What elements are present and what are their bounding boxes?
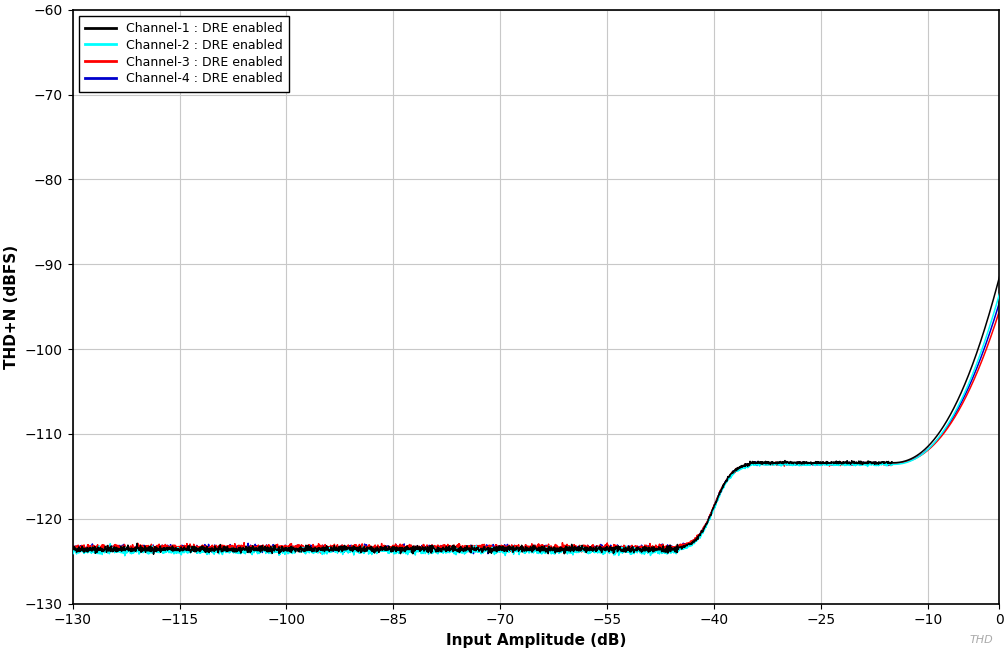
Channel-2 : DRE enabled: (0, -93.5): DRE enabled: (0, -93.5)	[994, 290, 1006, 298]
Channel-1 : DRE enabled: (-130, -124): DRE enabled: (-130, -124)	[67, 544, 79, 552]
Channel-4 : DRE enabled: (0, -94.5): DRE enabled: (0, -94.5)	[994, 299, 1006, 306]
Y-axis label: THD+N (dBFS): THD+N (dBFS)	[4, 244, 19, 368]
Channel-2 : DRE enabled: (-130, -124): DRE enabled: (-130, -124)	[67, 550, 79, 557]
Channel-1 : DRE enabled: (-107, -124): DRE enabled: (-107, -124)	[228, 544, 240, 552]
Channel-2 : DRE enabled: (-74.5, -124): DRE enabled: (-74.5, -124)	[463, 547, 475, 555]
Channel-3 : DRE enabled: (-107, -124): DRE enabled: (-107, -124)	[227, 545, 239, 553]
Legend: Channel-1 : DRE enabled, Channel-2 : DRE enabled, Channel-3 : DRE enabled, Chann: Channel-1 : DRE enabled, Channel-2 : DRE…	[79, 16, 289, 92]
Channel-4 : DRE enabled: (-2.51, -101): DRE enabled: (-2.51, -101)	[976, 352, 988, 360]
Channel-1 : DRE enabled: (-16.5, -113): DRE enabled: (-16.5, -113)	[876, 458, 888, 466]
Channel-4 : DRE enabled: (-130, -123): DRE enabled: (-130, -123)	[67, 544, 79, 552]
Channel-1 : DRE enabled: (-115, -124): DRE enabled: (-115, -124)	[172, 546, 184, 554]
Line: Channel-3 : DRE enabled: Channel-3 : DRE enabled	[73, 311, 1000, 553]
Channel-3 : DRE enabled: (-74.5, -123): DRE enabled: (-74.5, -123)	[463, 542, 475, 550]
Channel-1 : DRE enabled: (0, -91.5): DRE enabled: (0, -91.5)	[994, 273, 1006, 281]
Channel-3 : DRE enabled: (-130, -123): DRE enabled: (-130, -123)	[67, 544, 79, 552]
Channel-4 : DRE enabled: (-115, -124): DRE enabled: (-115, -124)	[172, 546, 184, 554]
Line: Channel-4 : DRE enabled: Channel-4 : DRE enabled	[73, 303, 1000, 554]
Line: Channel-2 : DRE enabled: Channel-2 : DRE enabled	[73, 294, 1000, 556]
Channel-2 : DRE enabled: (-2.51, -100): DRE enabled: (-2.51, -100)	[976, 347, 988, 355]
Channel-4 : DRE enabled: (-73.8, -124): DRE enabled: (-73.8, -124)	[468, 550, 480, 557]
Channel-4 : DRE enabled: (-80.2, -123): DRE enabled: (-80.2, -123)	[422, 544, 434, 552]
Channel-4 : DRE enabled: (-107, -123): DRE enabled: (-107, -123)	[227, 543, 239, 551]
Channel-2 : DRE enabled: (-107, -124): DRE enabled: (-107, -124)	[228, 549, 240, 557]
Channel-2 : DRE enabled: (-115, -124): DRE enabled: (-115, -124)	[172, 549, 184, 557]
Channel-2 : DRE enabled: (-80.1, -124): DRE enabled: (-80.1, -124)	[422, 548, 434, 556]
Channel-2 : DRE enabled: (-123, -124): DRE enabled: (-123, -124)	[119, 552, 131, 559]
Line: Channel-1 : DRE enabled: Channel-1 : DRE enabled	[73, 277, 1000, 554]
Channel-3 : DRE enabled: (-16.5, -114): DRE enabled: (-16.5, -114)	[876, 460, 888, 468]
Text: THD: THD	[969, 636, 993, 645]
Channel-3 : DRE enabled: (-115, -123): DRE enabled: (-115, -123)	[172, 542, 184, 550]
Channel-3 : DRE enabled: (-95.2, -124): DRE enabled: (-95.2, -124)	[314, 549, 327, 557]
Channel-1 : DRE enabled: (-80.1, -124): DRE enabled: (-80.1, -124)	[422, 548, 434, 556]
Channel-4 : DRE enabled: (-16.5, -114): DRE enabled: (-16.5, -114)	[876, 460, 888, 467]
X-axis label: Input Amplitude (dB): Input Amplitude (dB)	[446, 633, 626, 648]
Channel-4 : DRE enabled: (-74.5, -124): DRE enabled: (-74.5, -124)	[462, 548, 474, 556]
Channel-2 : DRE enabled: (-16.5, -114): DRE enabled: (-16.5, -114)	[876, 460, 888, 468]
Channel-3 : DRE enabled: (0, -95.5): DRE enabled: (0, -95.5)	[994, 307, 1006, 315]
Channel-3 : DRE enabled: (-80.1, -123): DRE enabled: (-80.1, -123)	[422, 544, 434, 552]
Channel-3 : DRE enabled: (-2.51, -101): DRE enabled: (-2.51, -101)	[976, 358, 988, 366]
Channel-1 : DRE enabled: (-2.51, -98.8): DRE enabled: (-2.51, -98.8)	[976, 334, 988, 342]
Channel-1 : DRE enabled: (-119, -124): DRE enabled: (-119, -124)	[147, 550, 159, 558]
Channel-1 : DRE enabled: (-74.5, -124): DRE enabled: (-74.5, -124)	[463, 546, 475, 554]
